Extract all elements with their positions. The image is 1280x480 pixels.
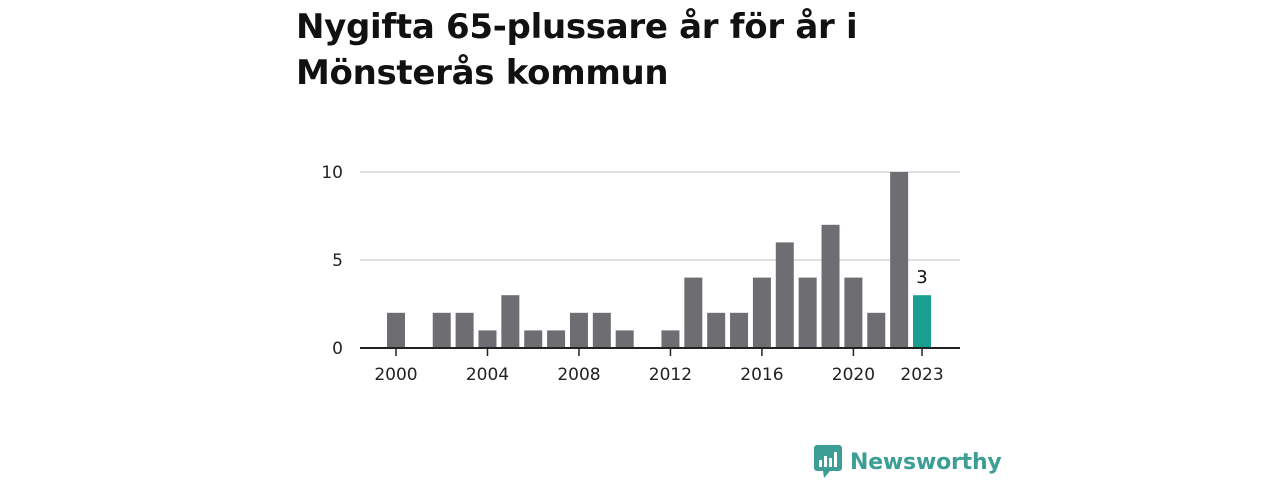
newsworthy-brand: Newsworthy (814, 444, 1002, 480)
y-tick-label: 10 (321, 163, 343, 183)
bar (569, 312, 588, 348)
bar (821, 224, 840, 348)
bar (432, 312, 451, 348)
bar (524, 330, 543, 348)
bar (455, 312, 474, 348)
bar (707, 312, 726, 348)
bar (752, 277, 771, 348)
bar-highlight (913, 295, 932, 348)
bar (798, 277, 817, 348)
bar (615, 330, 634, 348)
bar (684, 277, 703, 348)
bar (387, 312, 405, 348)
x-tick-label: 2004 (466, 365, 509, 385)
bar (592, 312, 611, 348)
bar (661, 330, 680, 348)
x-tick-label: 2008 (557, 365, 600, 385)
data-label: 3 (916, 267, 927, 288)
x-tick-label: 2000 (374, 365, 417, 385)
newsworthy-logo-icon (814, 445, 842, 478)
x-tick-label: 2016 (740, 365, 783, 385)
x-tick-label: 2012 (649, 365, 692, 385)
bar (775, 242, 794, 348)
x-tick-label: 2020 (832, 365, 875, 385)
y-tick-label: 5 (332, 251, 343, 271)
bar-chart: 0 5 10 3 2000 2004 2008 2012 2016 2020 2023 (321, 163, 960, 385)
y-tick-label: 0 (332, 339, 343, 359)
bar (844, 277, 863, 348)
bar (547, 330, 566, 348)
bar (730, 312, 749, 348)
bar (501, 295, 520, 348)
x-tick-label: 2023 (900, 365, 943, 385)
chart-title: Nygifta 65-plussare år för år i Mönsterå… (296, 7, 858, 93)
bar (890, 172, 909, 348)
bar (478, 330, 497, 348)
brand-name: Newsworthy (850, 449, 1002, 475)
bar (867, 312, 886, 348)
